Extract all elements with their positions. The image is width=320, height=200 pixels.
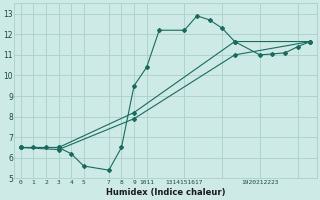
X-axis label: Humidex (Indice chaleur): Humidex (Indice chaleur)	[106, 188, 225, 197]
